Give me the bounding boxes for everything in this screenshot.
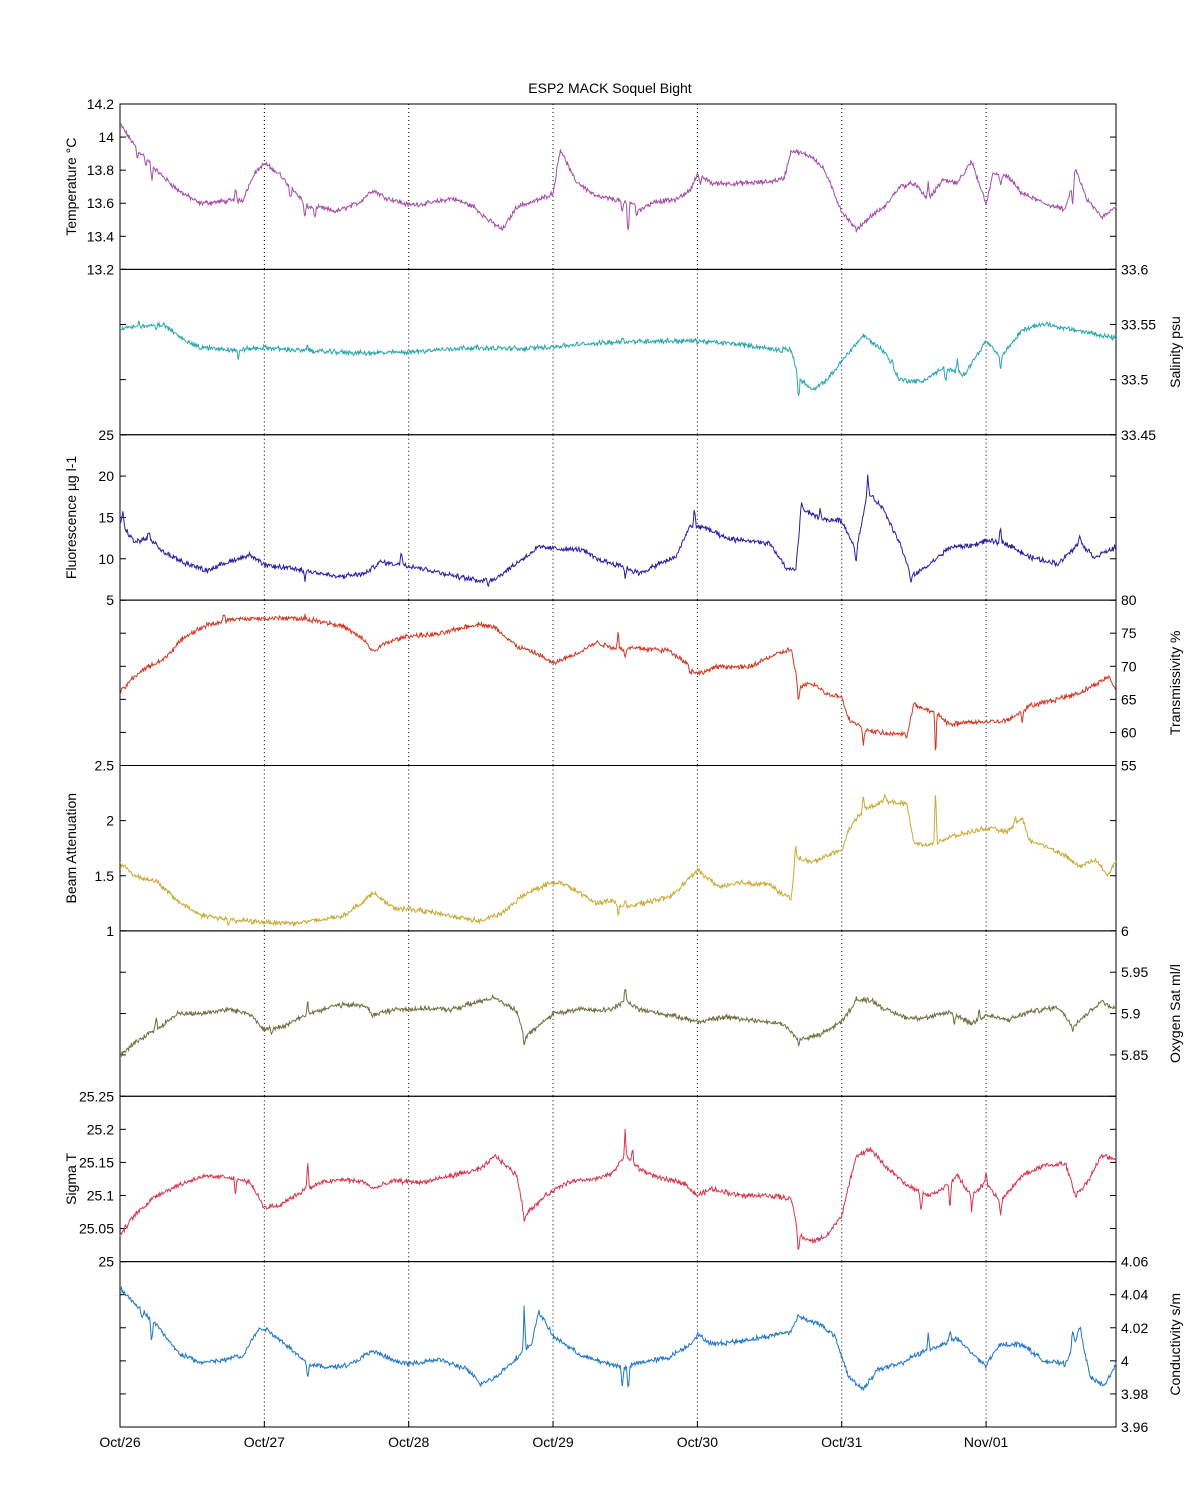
conductivity-plot-frame — [119, 1261, 1117, 1428]
sigma_t-tick-label: 25.2 — [87, 1121, 114, 1137]
transmissivity-plot-frame — [119, 599, 1117, 766]
fluorescence-plot-frame — [119, 434, 1117, 601]
sigma_t-tick-label: 25.05 — [79, 1221, 114, 1237]
panel-salinity: 33.45 33.5 33.55 33.6 Salinity psu — [119, 261, 1183, 443]
conductivity-tick-label: 4 — [1121, 1353, 1129, 1369]
temperature-tick-label: 13.8 — [87, 162, 114, 178]
conductivity-tick-label: 3.96 — [1121, 1419, 1148, 1435]
x-tick-label: Oct/26 — [99, 1434, 140, 1450]
temperature-tick-label: 13.2 — [87, 261, 114, 277]
x-tick-label: Oct/31 — [821, 1434, 862, 1450]
beam_attenuation-tick-label: 1.5 — [95, 868, 115, 884]
fluorescence-series-line — [119, 474, 1117, 588]
temperature-tick-label: 13.6 — [87, 195, 114, 211]
beam_attenuation-axis-label: Beam Attenuation — [63, 793, 79, 904]
oxygen_sat-tick-label: 5.9 — [1121, 1006, 1141, 1022]
temperature-tick-label: 14 — [98, 129, 114, 145]
oxygen_sat-tick-label: 5.95 — [1121, 964, 1148, 980]
conductivity-tick-label: 4.02 — [1121, 1320, 1148, 1336]
salinity-tick-label: 33.45 — [1121, 427, 1156, 443]
fluorescence-tick-label: 25 — [98, 427, 114, 443]
fluorescence-tick-label: 10 — [98, 551, 114, 567]
panel-sigma_t: 25 25.05 25.1 25.15 25.2 25.25 Sigma T — [63, 1088, 1117, 1270]
temperature-tick-label: 14.2 — [87, 96, 114, 112]
salinity-tick-label: 33.6 — [1121, 261, 1148, 277]
transmissivity-tick-label: 60 — [1121, 724, 1137, 740]
beam_attenuation-tick-label: 2 — [106, 813, 114, 829]
panel-conductivity: 3.96 3.98 4 4.02 4.04 4.06 Conductivity s/m — [119, 1254, 1183, 1435]
beam_attenuation-series-line — [119, 793, 1117, 927]
beam_attenuation-tick-label: 2.5 — [95, 758, 115, 774]
transmissivity-tick-label: 75 — [1121, 625, 1137, 641]
panel-temperature: 13.2 13.4 13.6 13.8 14 14.2 Temperature °C — [63, 96, 1117, 277]
transmissivity-tick-label: 80 — [1121, 592, 1137, 608]
x-tick-label: Oct/29 — [532, 1434, 573, 1450]
salinity-tick-label: 33.55 — [1121, 317, 1156, 333]
conductivity-tick-label: 3.98 — [1121, 1386, 1148, 1402]
transmissivity-axis-label: Transmissivity % — [1167, 631, 1183, 736]
salinity-tick-label: 33.5 — [1121, 372, 1148, 388]
sigma_t-tick-label: 25.15 — [79, 1154, 114, 1170]
x-tick-label: Oct/30 — [677, 1434, 718, 1450]
transmissivity-tick-label: 70 — [1121, 658, 1137, 674]
oxygen_sat-tick-label: 5.85 — [1121, 1047, 1148, 1063]
salinity-axis-label: Salinity psu — [1167, 316, 1183, 388]
oxygen_sat-series-line — [119, 988, 1117, 1058]
conductivity-axis-label: Conductivity s/m — [1167, 1293, 1183, 1396]
x-tick-label: Oct/28 — [388, 1434, 429, 1450]
temperature-plot-frame — [119, 103, 1117, 270]
sigma_t-axis-label: Sigma T — [63, 1153, 79, 1205]
beam_attenuation-plot-frame — [119, 765, 1117, 932]
fluorescence-tick-label: 15 — [98, 509, 114, 525]
temperature-series-line — [119, 122, 1117, 233]
conductivity-series-line — [119, 1285, 1117, 1391]
fluorescence-tick-label: 20 — [98, 468, 114, 484]
conductivity-tick-label: 4.04 — [1121, 1287, 1148, 1303]
panel-oxygen_sat: 5.85 5.9 5.95 6 Oxygen Sat ml/l — [119, 923, 1183, 1097]
temperature-tick-label: 13.4 — [87, 228, 114, 244]
sigma_t-plot-frame — [119, 1095, 1117, 1263]
x-tick-label: Nov/01 — [964, 1434, 1009, 1450]
x-tick-label: Oct/27 — [244, 1434, 285, 1450]
transmissivity-tick-label: 65 — [1121, 691, 1137, 707]
oxygen_sat-plot-frame — [119, 930, 1117, 1097]
salinity-series-line — [119, 320, 1117, 396]
oxygen_sat-tick-label: 6 — [1121, 923, 1129, 939]
sigma_t-tick-label: 25 — [98, 1254, 114, 1270]
chart-title: ESP2 MACK Soquel Bight — [528, 80, 692, 96]
transmissivity-series-line — [119, 613, 1117, 751]
sigma_t-tick-label: 25.1 — [87, 1187, 114, 1203]
fluorescence-axis-label: Fluorescence µg l-1 — [63, 456, 79, 579]
oxygen_sat-axis-label: Oxygen Sat ml/l — [1167, 964, 1183, 1063]
fluorescence-tick-label: 5 — [106, 592, 114, 608]
salinity-plot-frame — [119, 268, 1117, 436]
panel-fluorescence: 5 10 15 20 25 Fluorescence µg l-1 — [63, 427, 1117, 608]
panel-beam_attenuation: 1 1.5 2 2.5 Beam Attenuation — [63, 758, 1117, 939]
beam_attenuation-tick-label: 1 — [106, 923, 114, 939]
sigma_t-tick-label: 25.25 — [79, 1088, 114, 1104]
transmissivity-tick-label: 55 — [1121, 758, 1137, 774]
panel-transmissivity: 55 60 65 70 75 80 Transmissivity % — [119, 592, 1183, 774]
sigma_t-series-line — [119, 1128, 1117, 1250]
temperature-axis-label: Temperature °C — [63, 138, 79, 236]
conductivity-tick-label: 4.06 — [1121, 1254, 1148, 1270]
